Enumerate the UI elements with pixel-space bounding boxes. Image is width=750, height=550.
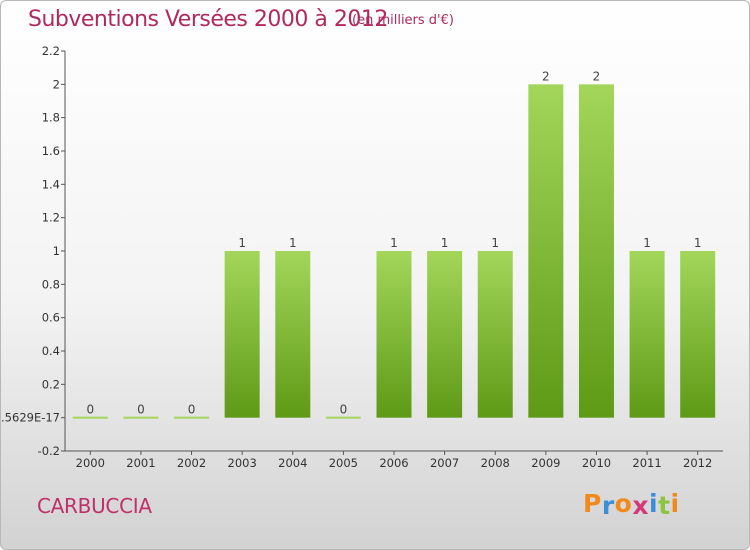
x-tick-label: 2008 [481, 456, 510, 470]
data-label: 0 [86, 403, 94, 417]
data-label: 0 [340, 403, 348, 417]
x-tick-label: 2003 [228, 456, 257, 470]
x-tick-label: 2004 [278, 456, 307, 470]
x-tick-label: 2001 [126, 456, 155, 470]
logo-letter: x [632, 491, 649, 520]
x-tick-label: 2011 [632, 456, 661, 470]
bar [578, 84, 614, 418]
x-tick-label: 2007 [430, 456, 459, 470]
unit-note: (en milliers d'€) [352, 13, 454, 28]
x-tick-label: 2000 [76, 456, 105, 470]
logo-letter: r [601, 491, 615, 520]
bar [528, 84, 564, 418]
bar [477, 251, 513, 418]
y-tick-label: 1.8 [42, 111, 60, 125]
bar [174, 416, 210, 419]
y-tick-label: 1.2 [42, 211, 60, 225]
bar [275, 251, 311, 418]
bar [224, 251, 260, 418]
proxiti-logo: Proxiti [583, 489, 680, 520]
logo-letter: t [658, 491, 671, 520]
data-label: 0 [188, 403, 196, 417]
bar [376, 251, 412, 418]
y-tick-label: 1.6 [42, 144, 60, 158]
x-tick-label: 2010 [582, 456, 611, 470]
data-label: 1 [238, 236, 246, 250]
logo-letter: P [583, 489, 602, 518]
y-tick-label: 1.4 [42, 177, 60, 191]
bar [123, 416, 159, 419]
x-tick-label: 2012 [683, 456, 712, 470]
x-tick-label: 2009 [531, 456, 560, 470]
data-label: 1 [491, 236, 499, 250]
data-label: 1 [441, 236, 449, 250]
y-tick-label: -1.5629E-17 [1, 411, 60, 425]
bar [427, 251, 463, 418]
y-tick-label: 2 [53, 77, 60, 91]
y-tick-label: 2.2 [42, 44, 60, 58]
y-tick-label: 0.4 [42, 344, 60, 358]
y-tick-label: 0.8 [42, 277, 60, 291]
y-tick-label: 1 [53, 244, 60, 258]
logo-letter: o [614, 489, 633, 518]
y-tick-label: 0.6 [42, 311, 60, 325]
data-label: 2 [593, 69, 601, 83]
data-label: 2 [542, 69, 550, 83]
data-label: 0 [137, 403, 145, 417]
bar [680, 251, 716, 418]
commune-name: CARBUCCIA [37, 494, 152, 518]
data-label: 1 [643, 236, 651, 250]
bar [629, 251, 665, 418]
bar [72, 416, 108, 419]
data-label: 1 [289, 236, 297, 250]
bar [325, 416, 361, 419]
x-tick-label: 2006 [379, 456, 408, 470]
logo-letter: i [670, 489, 680, 518]
x-tick-label: 2002 [177, 456, 206, 470]
logo-letter: i [649, 489, 659, 518]
x-tick-label: 2005 [329, 456, 358, 470]
data-label: 1 [390, 236, 398, 250]
chart-title: Subventions Versées 2000 à 2012 [28, 7, 388, 32]
y-tick-label: 0.2 [42, 377, 60, 391]
data-label: 1 [694, 236, 702, 250]
y-tick-label: -0.2 [38, 444, 60, 458]
